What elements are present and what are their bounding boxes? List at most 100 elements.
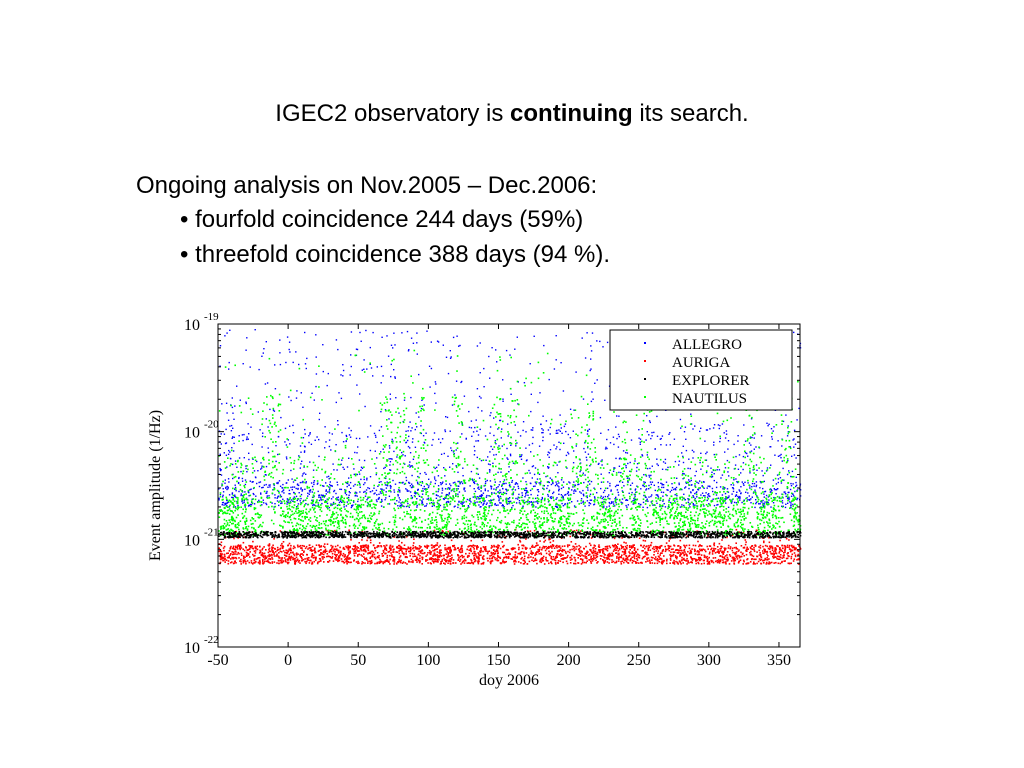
- data-point: [219, 561, 222, 564]
- data-point: [356, 548, 358, 550]
- data-point: [239, 560, 241, 562]
- data-point: [607, 555, 610, 558]
- data-point: [438, 499, 440, 502]
- data-point: [791, 546, 794, 549]
- data-point: [696, 553, 699, 556]
- data-point: [793, 331, 795, 334]
- data-point: [736, 491, 738, 493]
- data-point: [634, 488, 637, 490]
- data-point: [691, 548, 693, 550]
- data-point: [421, 556, 424, 559]
- data-point: [378, 481, 381, 483]
- data-point: [334, 553, 336, 556]
- data-point: [260, 468, 262, 470]
- data-point: [503, 561, 505, 563]
- data-point: [421, 502, 423, 505]
- data-point: [788, 539, 790, 541]
- data-point: [406, 556, 408, 559]
- data-point: [682, 455, 684, 458]
- data-point: [773, 496, 775, 499]
- data-point: [509, 454, 512, 457]
- data-point: [322, 551, 324, 553]
- data-point: [512, 492, 514, 495]
- data-point: [691, 557, 694, 560]
- data-point: [266, 492, 268, 494]
- data-point: [795, 457, 797, 459]
- data-point: [690, 484, 693, 486]
- data-point: [660, 561, 663, 564]
- data-point: [231, 496, 233, 499]
- data-point: [246, 560, 249, 562]
- data-point: [474, 545, 476, 547]
- data-point: [587, 429, 589, 432]
- data-point: [332, 501, 335, 504]
- data-point: [650, 437, 652, 440]
- data-point: [641, 557, 644, 560]
- data-point: [563, 557, 566, 559]
- data-point: [629, 549, 631, 551]
- data-point: [688, 544, 691, 547]
- data-point: [439, 550, 441, 553]
- data-point: [497, 486, 499, 488]
- data-point: [537, 489, 539, 491]
- data-point: [330, 503, 332, 505]
- data-point: [274, 388, 277, 390]
- data-point: [261, 355, 263, 357]
- data-point: [364, 558, 366, 560]
- data-point: [560, 362, 562, 364]
- data-point: [447, 562, 449, 564]
- data-point: [630, 547, 633, 549]
- data-point: [613, 503, 615, 505]
- data-point: [369, 476, 372, 478]
- data-point: [324, 550, 326, 552]
- data-point: [786, 553, 789, 555]
- data-point: [345, 494, 348, 496]
- data-point: [781, 544, 783, 547]
- data-point: [793, 495, 795, 497]
- data-point: [506, 490, 508, 492]
- data-point: [225, 454, 228, 456]
- data-point: [369, 363, 371, 365]
- data-point: [303, 472, 305, 474]
- data-point: [500, 437, 502, 439]
- data-point: [776, 488, 778, 491]
- data-point: [354, 548, 356, 550]
- data-point: [547, 501, 550, 503]
- data-point: [339, 552, 342, 554]
- data-point: [409, 548, 412, 550]
- data-point: [497, 471, 499, 474]
- data-point: [582, 501, 584, 504]
- data-point: [520, 551, 522, 554]
- data-point: [646, 557, 648, 560]
- data-point: [340, 553, 342, 556]
- data-point: [477, 562, 480, 565]
- data-point: [657, 486, 660, 488]
- data-point: [747, 499, 749, 501]
- data-point: [267, 451, 270, 454]
- data-point: [348, 484, 350, 486]
- data-point: [738, 560, 741, 563]
- data-point: [228, 494, 231, 496]
- data-point: [461, 548, 463, 550]
- data-point: [349, 492, 351, 494]
- data-point: [650, 556, 653, 559]
- data-point: [337, 560, 339, 563]
- data-point: [694, 425, 696, 427]
- data-point: [702, 548, 705, 551]
- data-point: [721, 494, 724, 496]
- data-point: [441, 489, 444, 491]
- data-point: [380, 411, 382, 413]
- data-point: [600, 481, 603, 483]
- data-point: [326, 543, 329, 545]
- data-point: [358, 483, 361, 485]
- data-point: [545, 548, 548, 550]
- data-point: [410, 337, 413, 339]
- data-point: [690, 479, 692, 482]
- data-point: [285, 456, 288, 458]
- data-point: [775, 556, 777, 558]
- data-point: [419, 555, 421, 557]
- data-point: [732, 488, 735, 490]
- data-point: [365, 550, 367, 553]
- data-point: [444, 544, 446, 547]
- data-point: [350, 561, 352, 564]
